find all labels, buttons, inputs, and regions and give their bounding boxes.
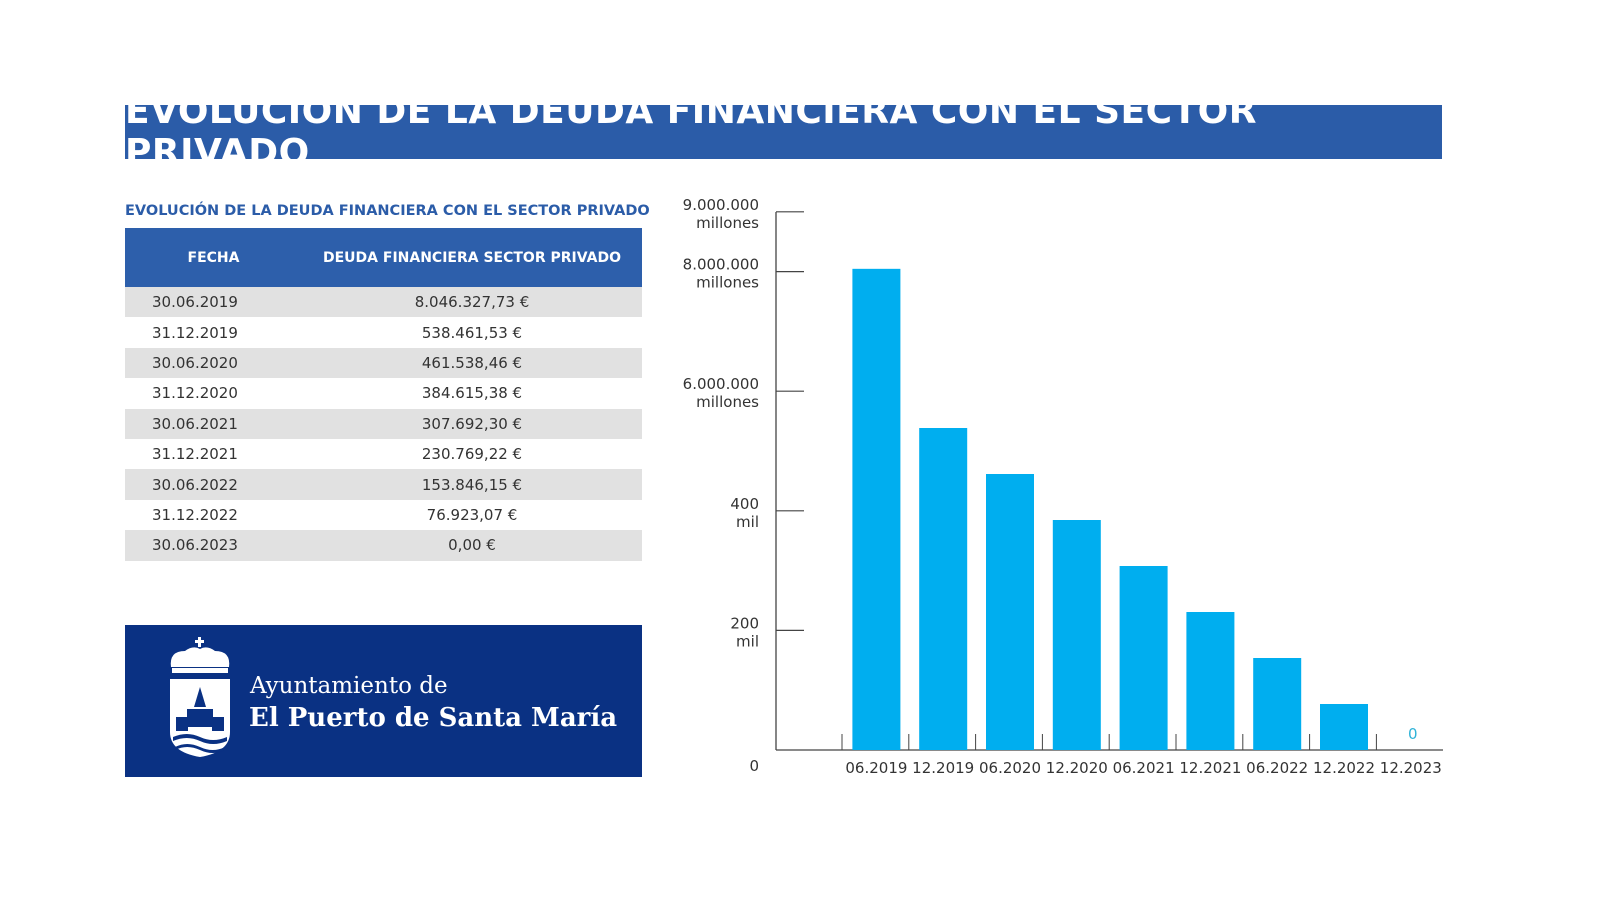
y-tick-label: millones	[696, 214, 759, 232]
x-tick-label: 12.2023	[1380, 759, 1442, 777]
y-tick-label: 6.000.000	[683, 375, 759, 393]
table-row: 30.06.2021 307.692,30 €	[125, 408, 642, 439]
bar	[852, 268, 901, 750]
cell-deuda: 384.615,38 €	[421, 384, 523, 403]
cell-deuda: 153.846,15 €	[302, 469, 642, 500]
y-tick-label: mil	[736, 632, 759, 650]
cell-fecha: 30.06.2022	[125, 469, 302, 500]
bar	[1320, 704, 1368, 750]
y-tick-label: 400	[730, 495, 759, 513]
x-tick-label: 12.2019	[912, 759, 974, 777]
debt-table: FECHA DEUDA FINANCIERA SECTOR PRIVADO 30…	[125, 228, 642, 561]
cell-fecha: 30.06.2019	[125, 287, 302, 318]
x-tick-label: 12.2021	[1179, 759, 1241, 777]
bar	[986, 474, 1034, 750]
y-tick-label: 0	[749, 757, 759, 775]
cell-deuda: 230.769,22 €	[421, 445, 523, 464]
x-tick-label: 12.2020	[1046, 759, 1108, 777]
table-row: 30.06.2019 8.046.327,73 €	[125, 287, 642, 318]
cell-deuda: 76.923,07 €	[426, 505, 518, 524]
cell-fecha: 30.06.2020	[125, 347, 302, 379]
cell-deuda: 0,00 €	[302, 530, 642, 561]
y-tick-label: mil	[736, 513, 759, 531]
table-row: 30.06.2023 0,00 €	[125, 530, 642, 561]
table-row: 31.12.2019 538.461,53 €	[125, 317, 642, 347]
y-tick-label: 200	[730, 614, 759, 632]
table-row: 31.12.2021 230.769,22 €	[125, 439, 642, 469]
cell-deuda: 8.046.327,73 €	[302, 287, 642, 318]
cell-deuda: 538.461,53 €	[421, 323, 523, 342]
cell-fecha: 31.12.2021	[152, 445, 238, 464]
bar	[1186, 612, 1235, 750]
cell-deuda: 461.538,46 €	[302, 347, 642, 379]
logo: Ayuntamiento de El Puerto de Santa María	[125, 625, 642, 777]
table-row: 30.06.2020 461.538,46 €	[125, 347, 642, 379]
x-tick-label: 06.2022	[1246, 759, 1308, 777]
x-tick-label: 06.2020	[979, 759, 1041, 777]
y-tick-label: 9.000.000	[683, 196, 759, 214]
x-tick-label: 12.2022	[1313, 759, 1375, 777]
logo-line2: El Puerto de Santa María	[249, 703, 618, 733]
bar	[1052, 520, 1101, 750]
x-tick-label: 06.2019	[845, 759, 907, 777]
cell-fecha: 30.06.2023	[125, 530, 302, 561]
cell-fecha: 30.06.2021	[125, 408, 302, 439]
bar	[1119, 566, 1168, 750]
y-tick-label: millones	[696, 274, 759, 292]
y-tick-label: millones	[696, 393, 759, 411]
bar	[1253, 658, 1302, 750]
table-title: EVOLUCIÓN DE LA DEUDA FINANCIERA CON EL …	[125, 203, 650, 219]
cell-fecha: 31.12.2020	[152, 384, 238, 403]
table-row: 31.12.2020 384.615,38 €	[125, 378, 642, 408]
bar	[919, 428, 968, 750]
cell-fecha: 31.12.2022	[152, 505, 238, 524]
y-tick-label: 8.000.000	[683, 256, 759, 274]
header-deuda: DEUDA FINANCIERA SECTOR PRIVADO	[302, 228, 642, 287]
cell-fecha: 31.12.2019	[152, 323, 238, 342]
logo-line1: Ayuntamiento de	[250, 673, 448, 699]
x-tick-label: 06.2021	[1113, 759, 1175, 777]
coat-of-arms-icon	[170, 637, 230, 757]
cell-deuda: 307.692,30 €	[302, 408, 642, 439]
table-row: 31.12.2022 76.923,07 €	[125, 500, 642, 530]
table-row: 30.06.2022 153.846,15 €	[125, 469, 642, 500]
data-label: 0	[1408, 725, 1418, 743]
header-fecha: FECHA	[125, 228, 302, 287]
